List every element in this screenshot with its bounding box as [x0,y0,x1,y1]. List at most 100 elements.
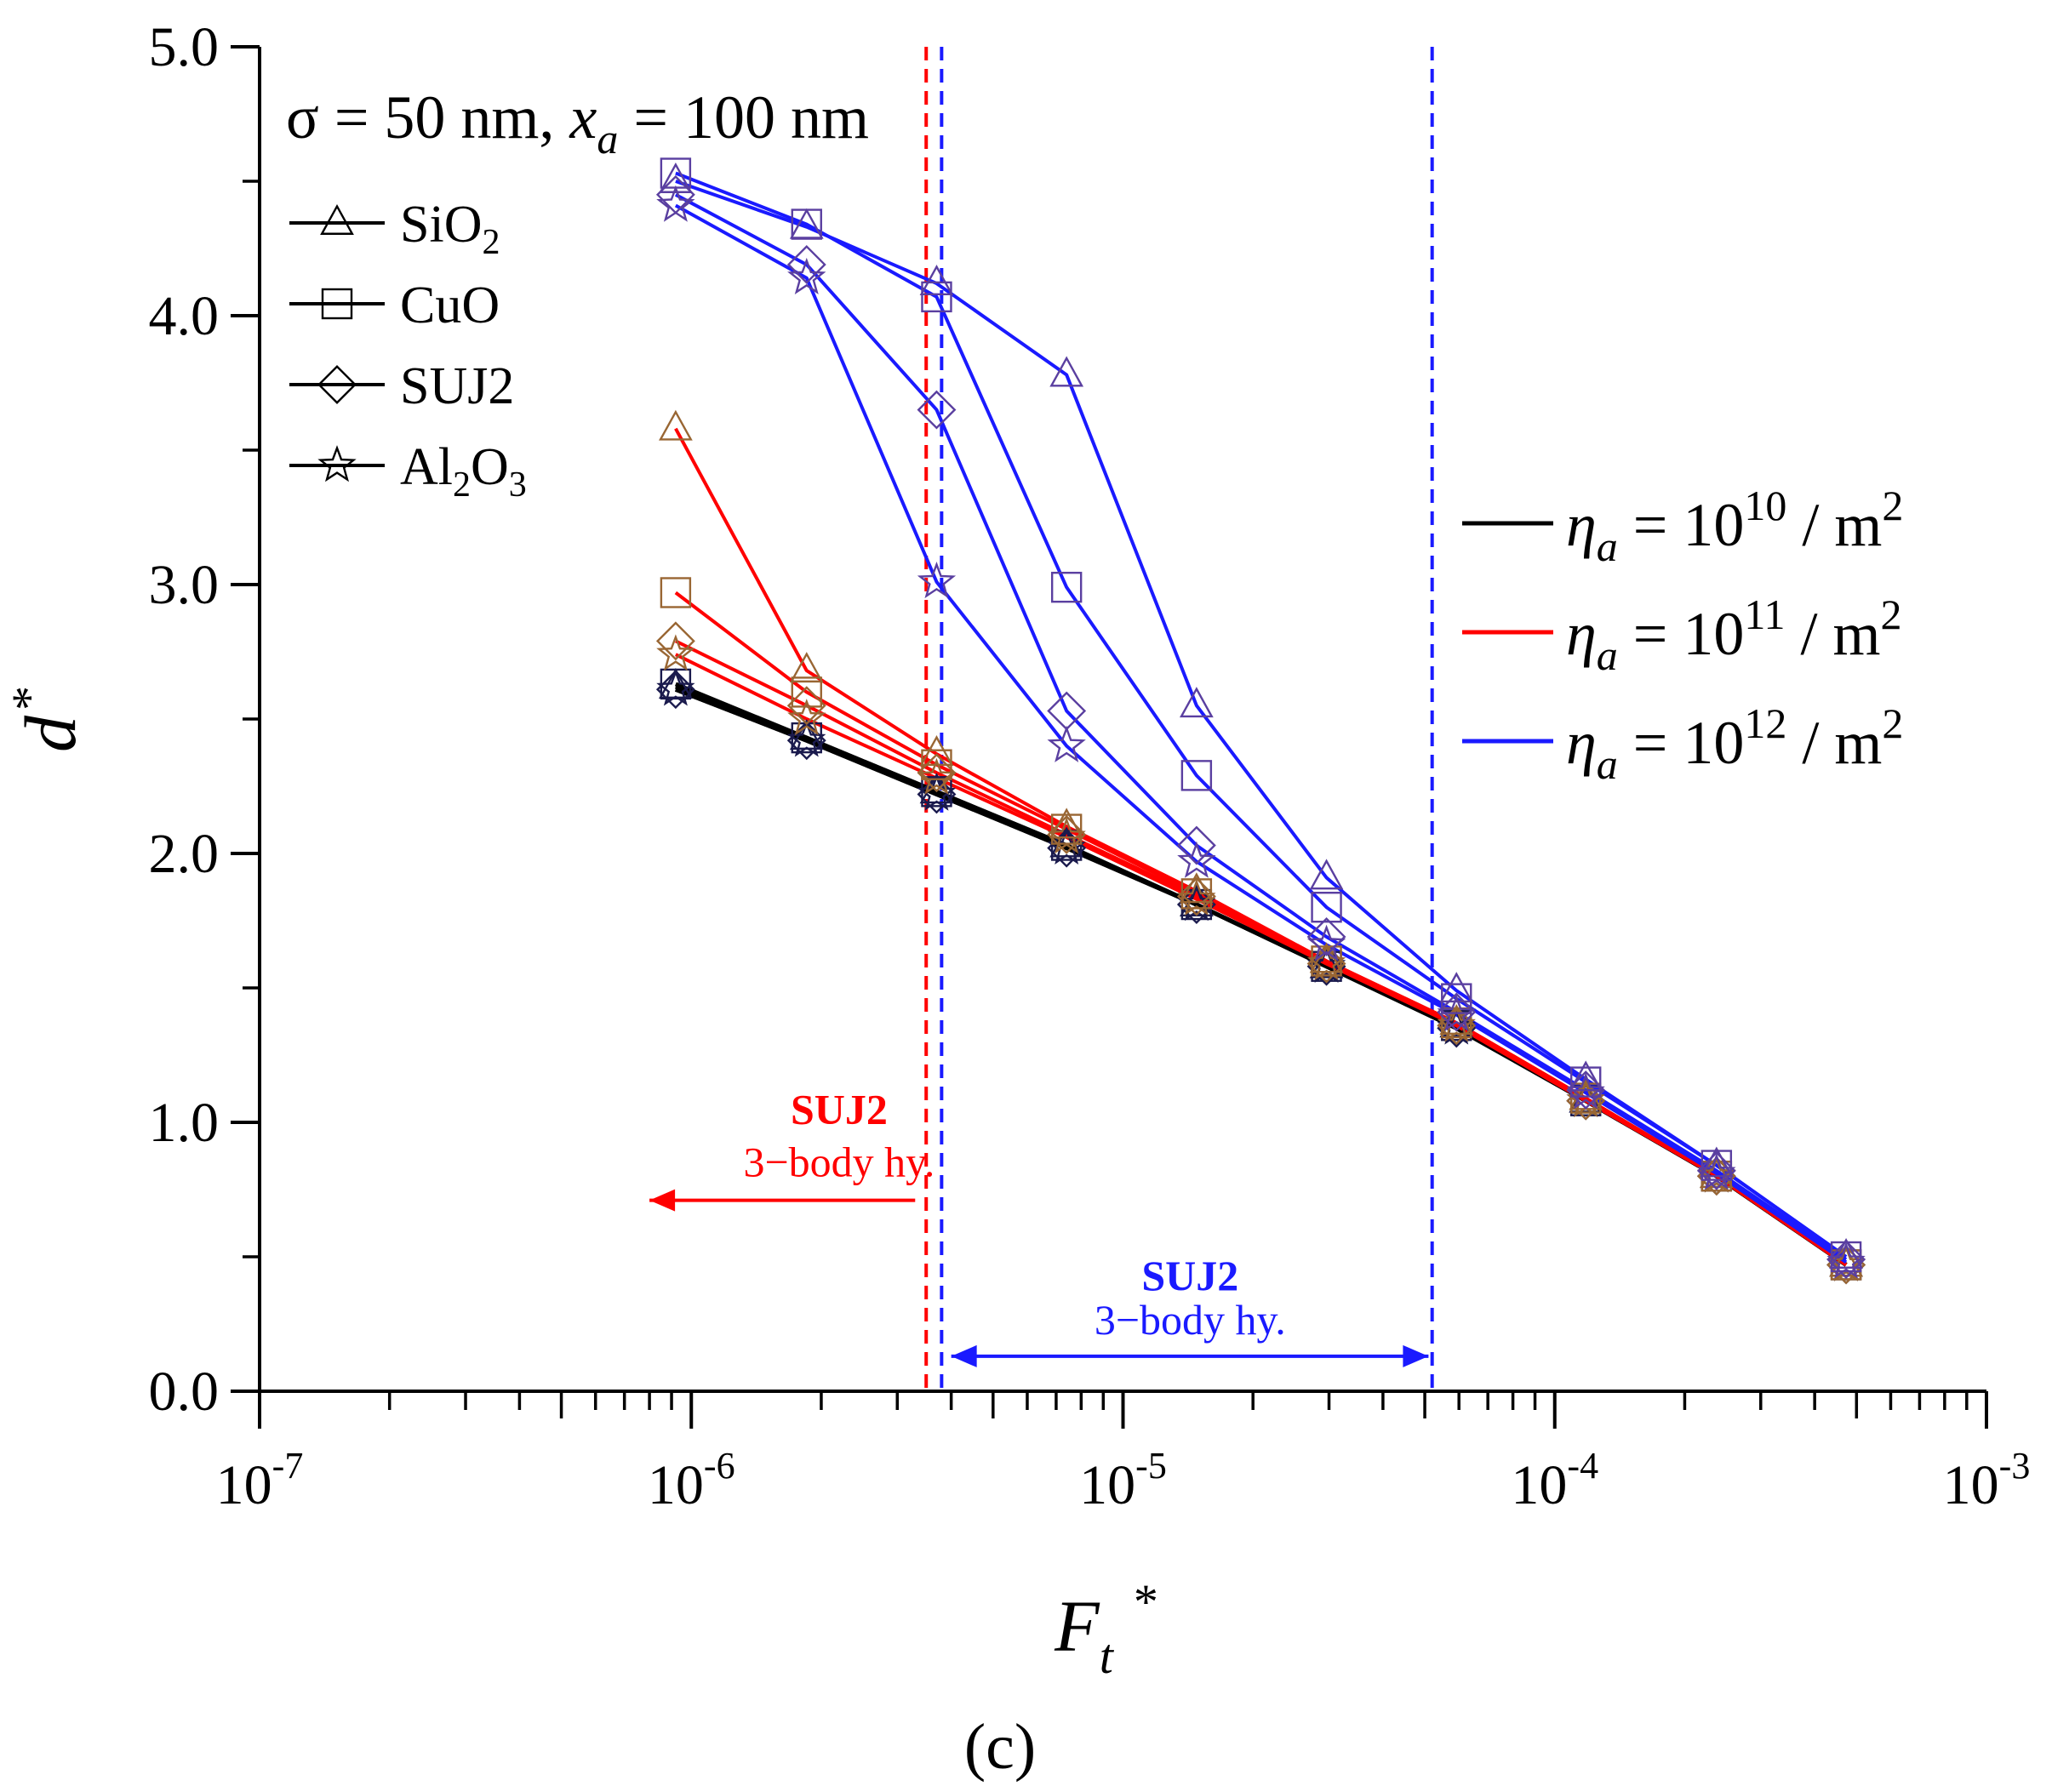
series-line-9 [675,171,1848,1258]
legend-label-subscript: 2 [453,465,471,505]
eta-unit-exponent: 2 [1882,699,1903,747]
data-point-s6-p1 [786,686,826,726]
data-point-s10-p9 [1826,1240,1866,1280]
annotation-arrowhead [1403,1344,1429,1367]
data-point-s8-p7 [1569,1060,1603,1092]
line-legend-label-1: ηa = 1011 / m2 [1566,591,1902,679]
data-point-s8-p4 [1179,687,1214,718]
data-point-s9-p1 [791,208,822,240]
data-point-s6-p4 [1176,876,1216,916]
x-tick-base: 10 [1943,1454,1999,1516]
x-tick-exponent: -7 [272,1445,304,1487]
condition-variable: x [569,83,597,151]
data-point-s10-p8 [1696,1150,1736,1190]
data-point-s6-p0 [655,621,695,661]
data-point-s10-p1 [786,245,826,284]
panel-label: (c) [964,1711,1036,1783]
y-label-superscript: * [2,686,57,711]
x-label-superscript: * [1134,1574,1158,1629]
data-point-s10-p5 [1306,917,1346,956]
x-tick-label: 10-6 [648,1445,735,1516]
eta-exponent: 12 [1744,699,1786,747]
data-point-s6-p3 [1047,814,1087,854]
marker-legend-label-2: SUJ2 [400,357,514,415]
eta-equals: = 10 [1618,709,1745,777]
eta-subscript: a [1597,522,1618,570]
x-tick-exponent: -6 [704,1445,735,1487]
annotation-text-1: 3−body hy. [1095,1296,1286,1344]
data-point-s3-p2 [917,773,957,811]
y-tick-label: 2.0 [149,823,220,885]
y-tick-label: 5.0 [149,16,220,78]
y-label-main: d [9,715,91,752]
data-point-s11-p6 [1437,994,1476,1031]
annotation-title-0: SUJ2 [791,1086,888,1133]
x-tick-exponent: -5 [1135,1445,1167,1487]
data-point-s7-p6 [1437,1005,1476,1042]
legend-label-main: Al [400,438,453,496]
eta-unit: / m [1785,600,1880,668]
series-line-11 [674,203,1848,1264]
data-point-s10-p2 [917,390,957,430]
condition-text: σ = 50 nm, xa = 100 nm [286,83,869,163]
data-point-s8-p0 [658,162,693,193]
eta-symbol: η [1566,709,1597,777]
condition-prefix: σ = 50 nm, [286,83,569,151]
data-point-s7-p3 [1047,817,1086,854]
x-tick-base: 10 [648,1454,704,1516]
condition-suffix: = 100 nm [618,83,869,151]
data-point-s11-p0 [656,185,695,222]
legend-label-subscript-2: 3 [509,465,527,505]
marker-legend-label-3: Al2O3 [400,438,527,505]
eta-subscript: a [1597,631,1618,679]
line-legend-label-2: ηa = 1012 / m2 [1566,699,1903,788]
marker-legend-label-1: CuO [400,277,500,334]
eta-unit-exponent: 2 [1881,591,1902,638]
x-tick-base: 10 [1079,1454,1135,1516]
data-point-s8-p5 [1309,859,1344,890]
data-point-s10-p4 [1176,825,1216,865]
x-tick-exponent: -3 [1999,1445,2031,1487]
series-line-7 [674,653,1848,1267]
data-point-s4-p8 [1699,1157,1734,1189]
eta-unit: / m [1786,709,1882,777]
x-axis-label: Ft * [1054,1574,1158,1684]
data-point-s5-p0 [660,577,692,608]
annotation-arrowhead [951,1344,977,1367]
legend-label-suffix: O [471,438,509,496]
legend-label-main: CuO [400,277,500,334]
y-tick-label: 0.0 [149,1361,220,1423]
legends: σ = 50 nm, xa = 100 nmSiO2CuOSUJ2Al2O3ηa… [286,83,1903,788]
data-point-s11-p9 [1826,1241,1866,1279]
data-point-s11-p1 [787,257,826,295]
series-lines [674,171,1848,1267]
x-label-main: F [1054,1585,1100,1667]
data-point-s5-p1 [791,676,822,708]
series-markers [655,157,1866,1285]
data-point-s11-p2 [917,562,957,599]
data-point-s3-p1 [787,720,826,757]
x-tick-exponent: -4 [1567,1445,1598,1487]
data-point-s11-p5 [1306,924,1346,962]
annotation-arrowhead [649,1189,676,1212]
data-point-s8-p9 [1829,1237,1863,1269]
eta-unit-exponent: 2 [1882,482,1903,529]
eta-symbol: η [1566,491,1597,559]
data-point-s6-p2 [917,753,957,793]
ticks: 0.01.02.03.04.05.010-7 10-6 10-5 10-4 10-3 [149,16,2031,1516]
eta-exponent: 11 [1744,591,1785,638]
eta-unit: / m [1786,491,1882,559]
data-point-s4-p1 [789,652,824,683]
data-point-s8-p8 [1699,1146,1734,1178]
y-axis-label: d* [2,686,91,752]
y-tick-label: 4.0 [149,285,220,347]
data-point-s9-p5 [1311,891,1342,923]
y-tick-label: 3.0 [149,554,220,616]
annotation-title-1: SUJ2 [1141,1252,1238,1299]
x-label-subscript: t [1100,1629,1115,1684]
x-tick-label: 10-4 [1511,1445,1598,1516]
data-point-s7-p0 [656,634,695,671]
marker-legend-symbol-2 [317,365,357,404]
